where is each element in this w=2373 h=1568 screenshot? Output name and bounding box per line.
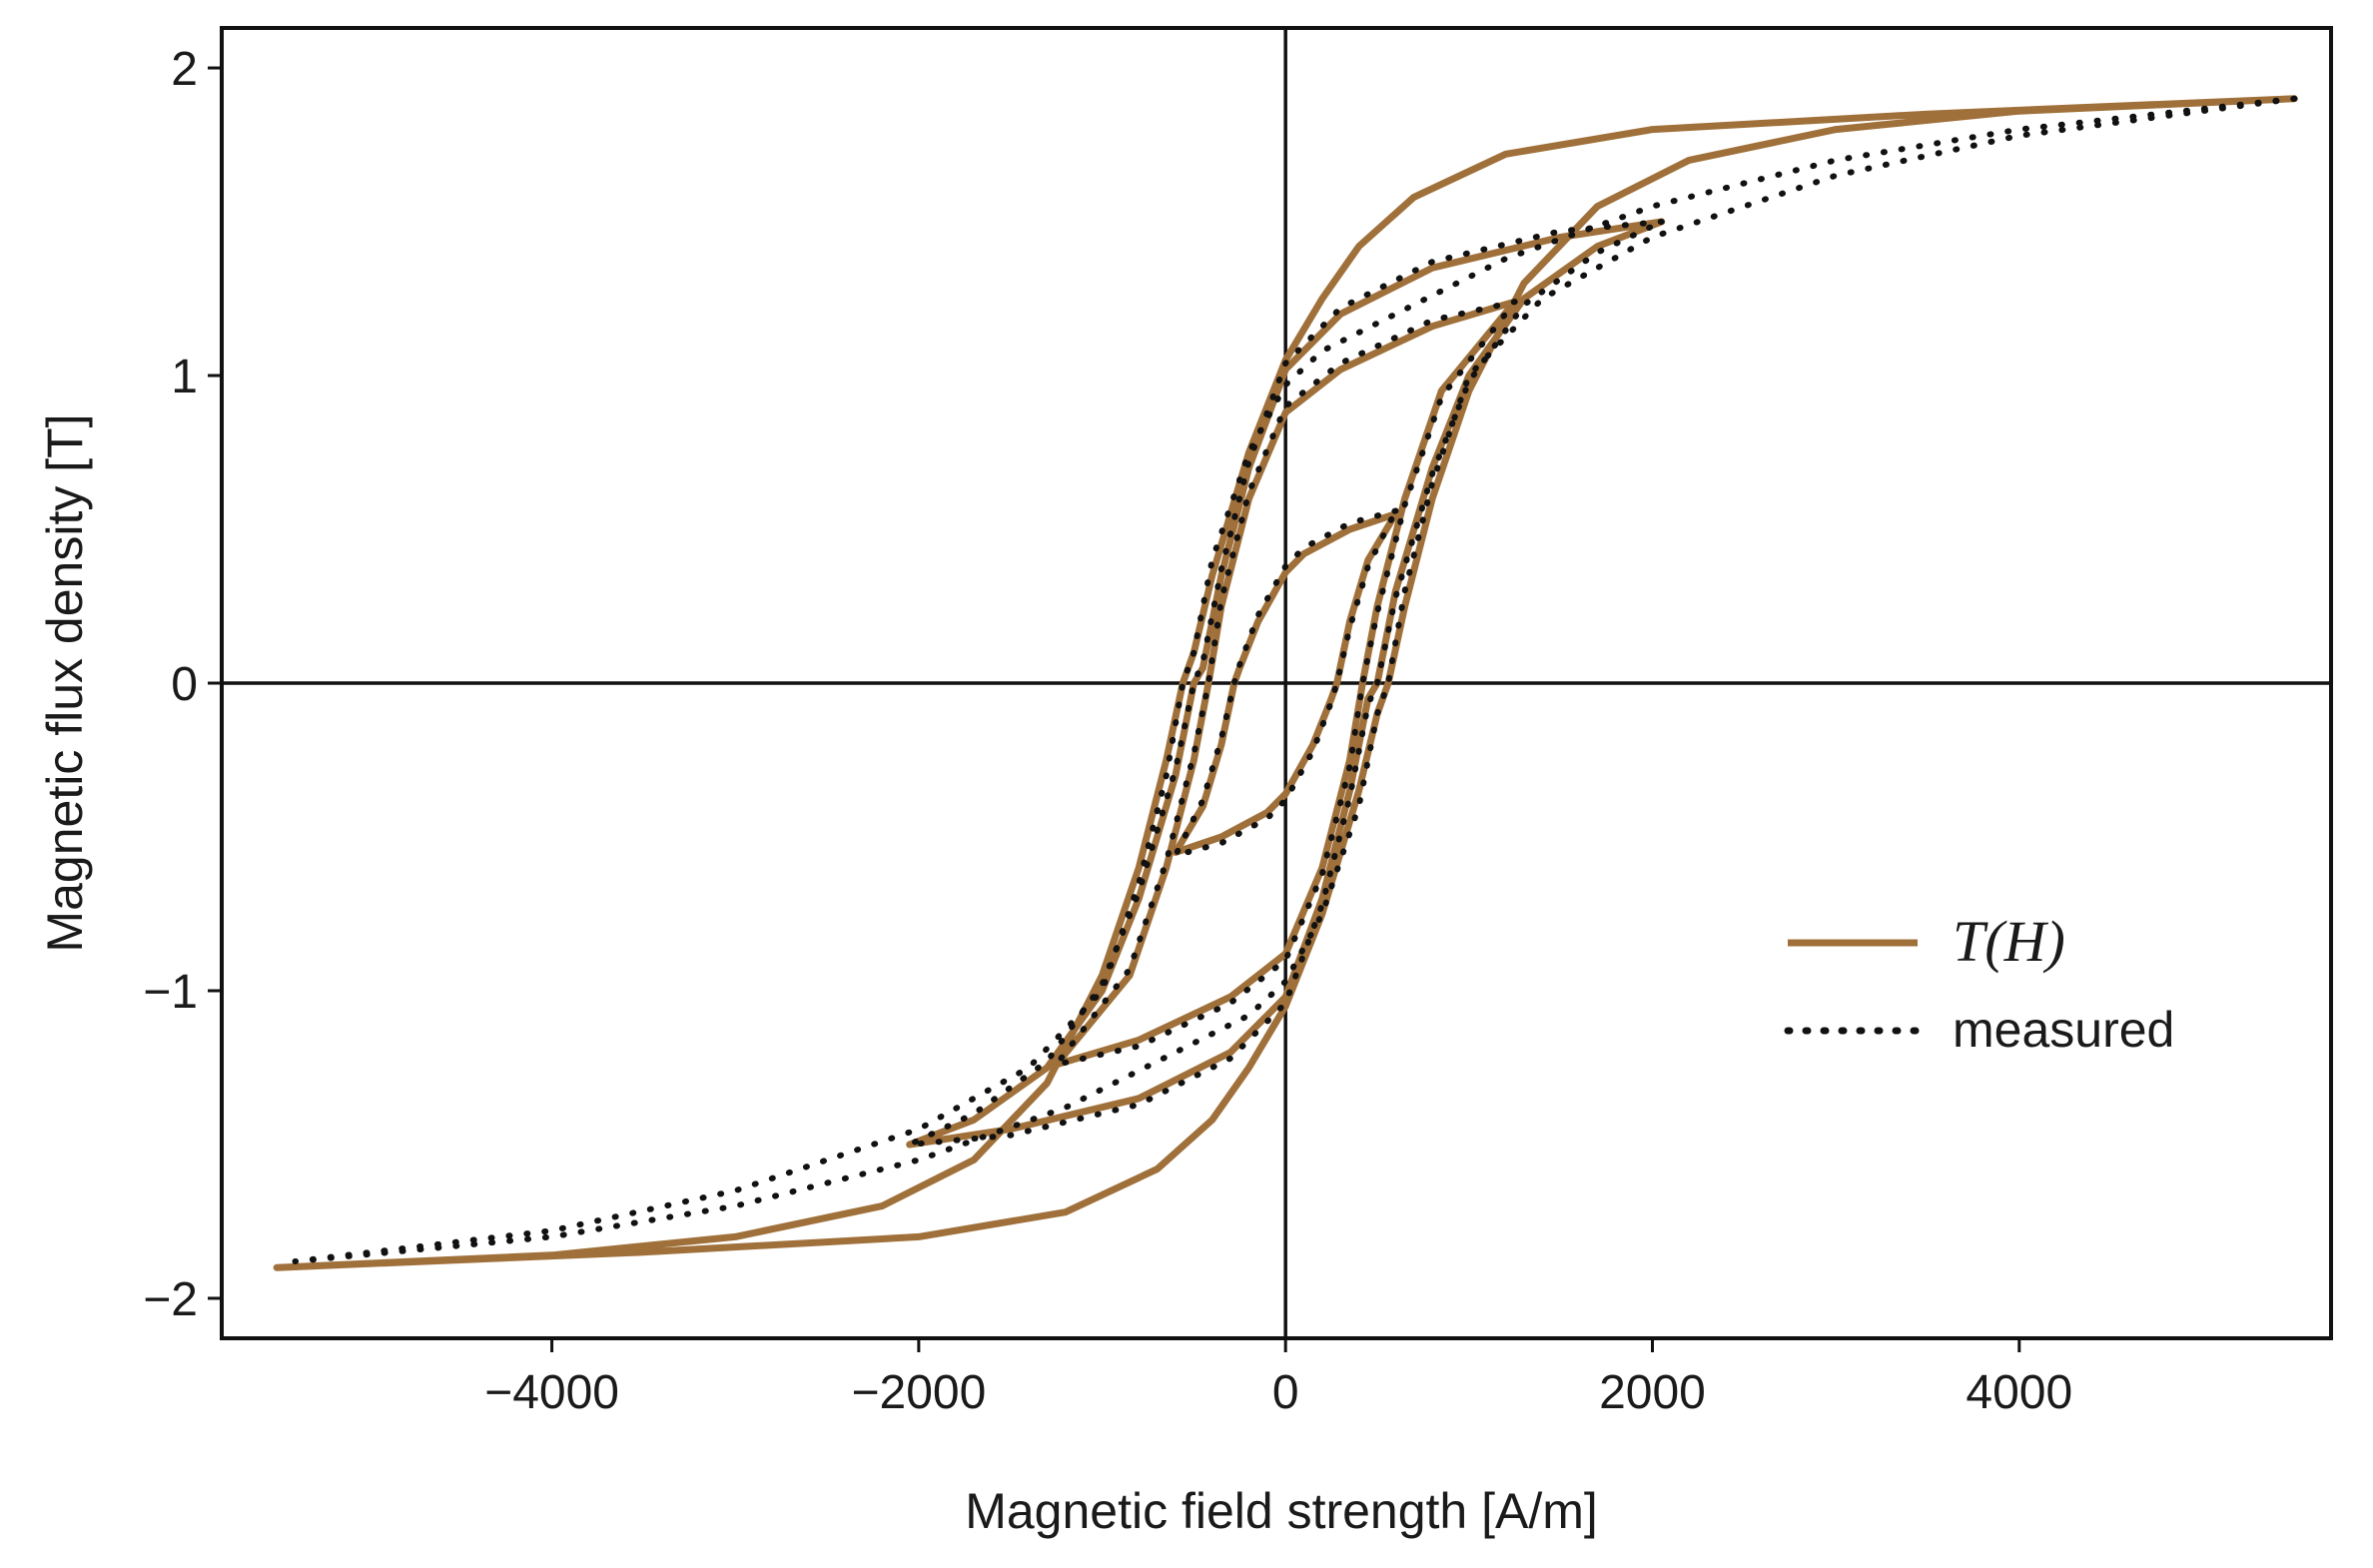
series-t-h-major-loop	[273, 95, 2298, 1271]
legend-label-model: T(H)	[1953, 909, 2065, 974]
series-measured-major-loop	[292, 95, 2298, 1264]
series-t-h-minor-loop-2	[1053, 298, 1519, 1069]
y-axis-title: Magnetic flux density [T]	[37, 413, 93, 952]
series-measured-minor-loop-2	[1053, 299, 1518, 1068]
x-tick-label: 4000	[1966, 1366, 2072, 1419]
x-tick-label: −2000	[851, 1366, 986, 1419]
y-tick-label: 1	[171, 351, 198, 403]
series-t-h-minor-loop-1	[906, 218, 1666, 1149]
series-measured-minor-loop-3	[1173, 507, 1399, 859]
y-tick-label: −1	[143, 966, 198, 1019]
y-tick-label: 2	[171, 43, 198, 96]
legend: T(H) measured	[1784, 909, 2174, 1058]
series-measured-minor-loop-1	[906, 219, 1665, 1148]
y-tick-label: −2	[143, 1273, 198, 1326]
x-tick-label: −4000	[484, 1366, 619, 1419]
y-tick-label: 0	[171, 658, 198, 711]
zero-lines	[222, 28, 2331, 1338]
series-layer	[273, 95, 2298, 1271]
legend-label-measured: measured	[1953, 1002, 2174, 1058]
y-axis-ticks: −2 −1 0 1 2	[143, 43, 222, 1326]
x-axis-ticks: −4000 −2000 0 2000 4000	[484, 1338, 2072, 1419]
x-tick-label: 2000	[1599, 1366, 1706, 1419]
x-axis-title: Magnetic field strength [A/m]	[965, 1483, 1598, 1539]
x-tick-label: 0	[1272, 1366, 1299, 1419]
